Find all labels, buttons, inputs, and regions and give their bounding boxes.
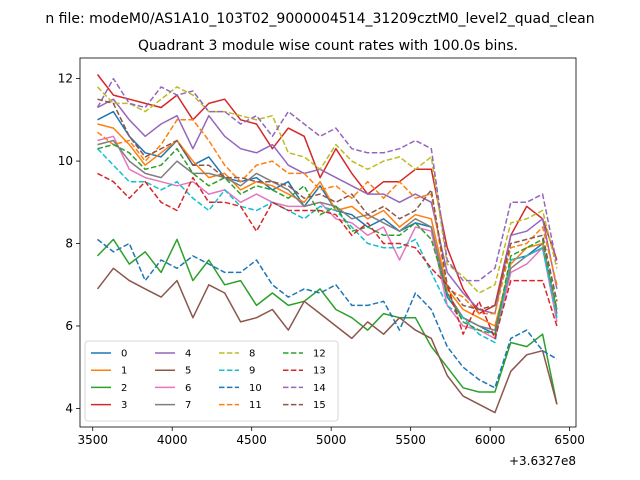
figure-suptitle: n file: modeM0/AS1A10_103T02_9000004514_… (45, 11, 594, 27)
legend-label-14: 14 (313, 383, 326, 394)
y-tick-label: 4 (65, 401, 73, 415)
x-tick-label: 4500 (236, 433, 267, 447)
series-line-14 (96, 77, 558, 282)
series-line-9 (96, 148, 558, 344)
legend-box (84, 340, 339, 422)
x-offset-label: +3.6327e8 (509, 454, 576, 468)
y-tick-label: 12 (58, 72, 73, 86)
series-line-0 (97, 110, 558, 335)
legend-label-0: 0 (121, 349, 127, 360)
x-tick-label: 6000 (475, 433, 506, 447)
x-tick-label: 5500 (395, 433, 426, 447)
series-line-12 (97, 143, 558, 335)
series-line-1 (97, 123, 558, 327)
legend-label-15: 15 (313, 400, 326, 411)
chart-title: Quadrant 3 module wise count rates with … (138, 38, 518, 54)
legend-label-3: 3 (121, 400, 127, 411)
legend-label-12: 12 (313, 349, 326, 360)
series-line-15 (97, 98, 558, 311)
legend-label-8: 8 (249, 349, 255, 360)
series-line-2 (96, 238, 558, 405)
plot-area (96, 74, 558, 414)
legend-label-5: 5 (185, 366, 191, 377)
legend-label-10: 10 (249, 383, 262, 394)
legend-label-11: 11 (249, 400, 262, 411)
legend-label-7: 7 (185, 400, 191, 411)
legend-label-4: 4 (185, 349, 191, 360)
y-tick-label: 10 (58, 154, 73, 168)
series-line-4 (97, 98, 558, 315)
x-tick-label: 3500 (77, 433, 108, 447)
series-line-13 (97, 172, 558, 340)
legend-label-1: 1 (121, 366, 127, 377)
series-line-6 (97, 135, 558, 340)
legend-label-6: 6 (185, 383, 191, 394)
series-line-8 (96, 86, 558, 294)
series-line-10 (97, 238, 558, 389)
legend-label-9: 9 (249, 366, 255, 377)
x-tick-label: 6500 (554, 433, 585, 447)
x-tick-label: 4000 (157, 433, 188, 447)
y-tick-label: 8 (65, 237, 73, 251)
legend-label-13: 13 (313, 366, 326, 377)
axes-frame (79, 57, 577, 428)
x-tick-label: 5000 (316, 433, 347, 447)
series-line-7 (97, 139, 558, 331)
series-line-3 (96, 74, 558, 315)
legend-label-2: 2 (121, 383, 127, 394)
series-line-5 (96, 267, 558, 414)
y-tick-label: 6 (65, 319, 73, 333)
